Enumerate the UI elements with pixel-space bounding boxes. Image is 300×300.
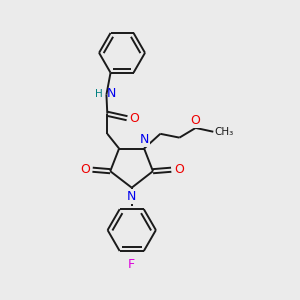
Text: N: N [140, 133, 149, 146]
Text: CH₃: CH₃ [215, 127, 234, 137]
Text: O: O [174, 163, 184, 176]
Text: N: N [127, 190, 136, 203]
Text: O: O [80, 163, 90, 176]
Text: O: O [129, 112, 139, 125]
Text: O: O [191, 114, 201, 127]
Text: N: N [107, 87, 116, 100]
Text: H: H [95, 89, 103, 99]
Text: F: F [128, 258, 135, 271]
